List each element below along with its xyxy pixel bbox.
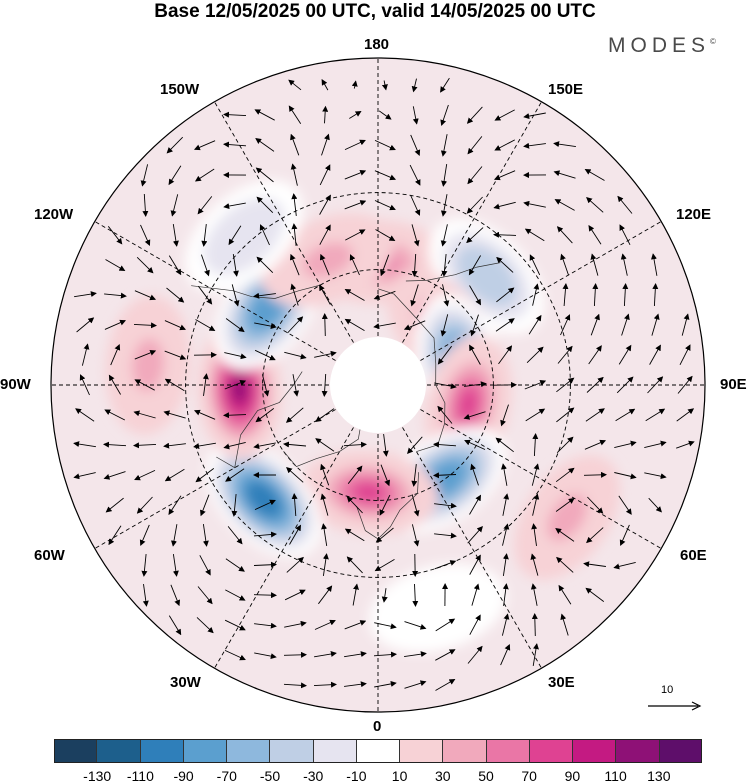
colorbar-cell-7 — [357, 739, 400, 763]
colorbar-tick-label-3: -70 — [217, 768, 237, 784]
lon-label-30w: 30W — [170, 675, 201, 691]
lon-label-60w: 60W — [34, 548, 65, 564]
lon-label-150e: 150E — [548, 82, 583, 98]
reference-arrow-icon — [646, 684, 706, 714]
polar-stereographic-map — [0, 0, 750, 735]
colorbar-tick-label-11: 90 — [565, 768, 581, 784]
colorbar-tick-label-10: 70 — [521, 768, 537, 784]
colorbar-cell-14 — [660, 739, 702, 763]
colorbar-tick-label-13: 130 — [647, 768, 670, 784]
colorbar-cell-0 — [54, 739, 97, 763]
colorbar-tick-label-6: -10 — [346, 768, 366, 784]
lon-label-120e: 120E — [676, 207, 711, 223]
colorbar-cell-8 — [400, 739, 443, 763]
lon-label-90w: 90W — [0, 377, 31, 393]
colorbar-tick-label-1: -110 — [127, 768, 154, 784]
colorbar-cell-12 — [573, 739, 616, 763]
colorbar-tick-label-2: -90 — [173, 768, 193, 784]
colorbar-tick-label-5: -30 — [303, 768, 323, 784]
wind-vector-323 — [284, 655, 306, 656]
lon-label-30e: 30E — [548, 675, 575, 691]
colorbar-tick-label-4: -50 — [260, 768, 280, 784]
colorbar-cell-9 — [443, 739, 486, 763]
lon-label-120w: 120W — [34, 207, 73, 223]
colorbar-cell-1 — [97, 739, 140, 763]
colorbar — [54, 739, 702, 763]
reference-vector: 10 — [646, 684, 706, 714]
lon-label-0: 0 — [373, 719, 381, 735]
lon-label-90e: 90E — [720, 377, 747, 393]
colorbar-tick-label-8: 30 — [435, 768, 451, 784]
colorbar-tick-label-0: -130 — [83, 768, 111, 784]
wind-vector-295 — [254, 595, 276, 596]
wind-vector-129 — [325, 314, 326, 336]
lon-label-150w: 150W — [160, 82, 199, 98]
wind-vector-319 — [535, 614, 536, 636]
wind-vector-234 — [584, 475, 606, 476]
colorbar-cell-3 — [184, 739, 227, 763]
colorbar-tick-label-12: 110 — [604, 768, 626, 784]
colorbar-cell-13 — [616, 739, 659, 763]
lon-label-180: 180 — [364, 37, 389, 53]
colorbar-cell-10 — [487, 739, 530, 763]
colorbar-cell-4 — [227, 739, 270, 763]
colorbar-cell-6 — [314, 739, 357, 763]
colorbar-tick-label-7: 10 — [392, 768, 408, 784]
polar-cap — [330, 337, 426, 433]
colorbar-cell-5 — [270, 739, 313, 763]
colorbar-cell-11 — [530, 739, 573, 763]
colorbar-tick-label-9: 50 — [478, 768, 494, 784]
lon-label-60e: 60E — [680, 548, 707, 564]
colorbar-cell-2 — [141, 739, 184, 763]
